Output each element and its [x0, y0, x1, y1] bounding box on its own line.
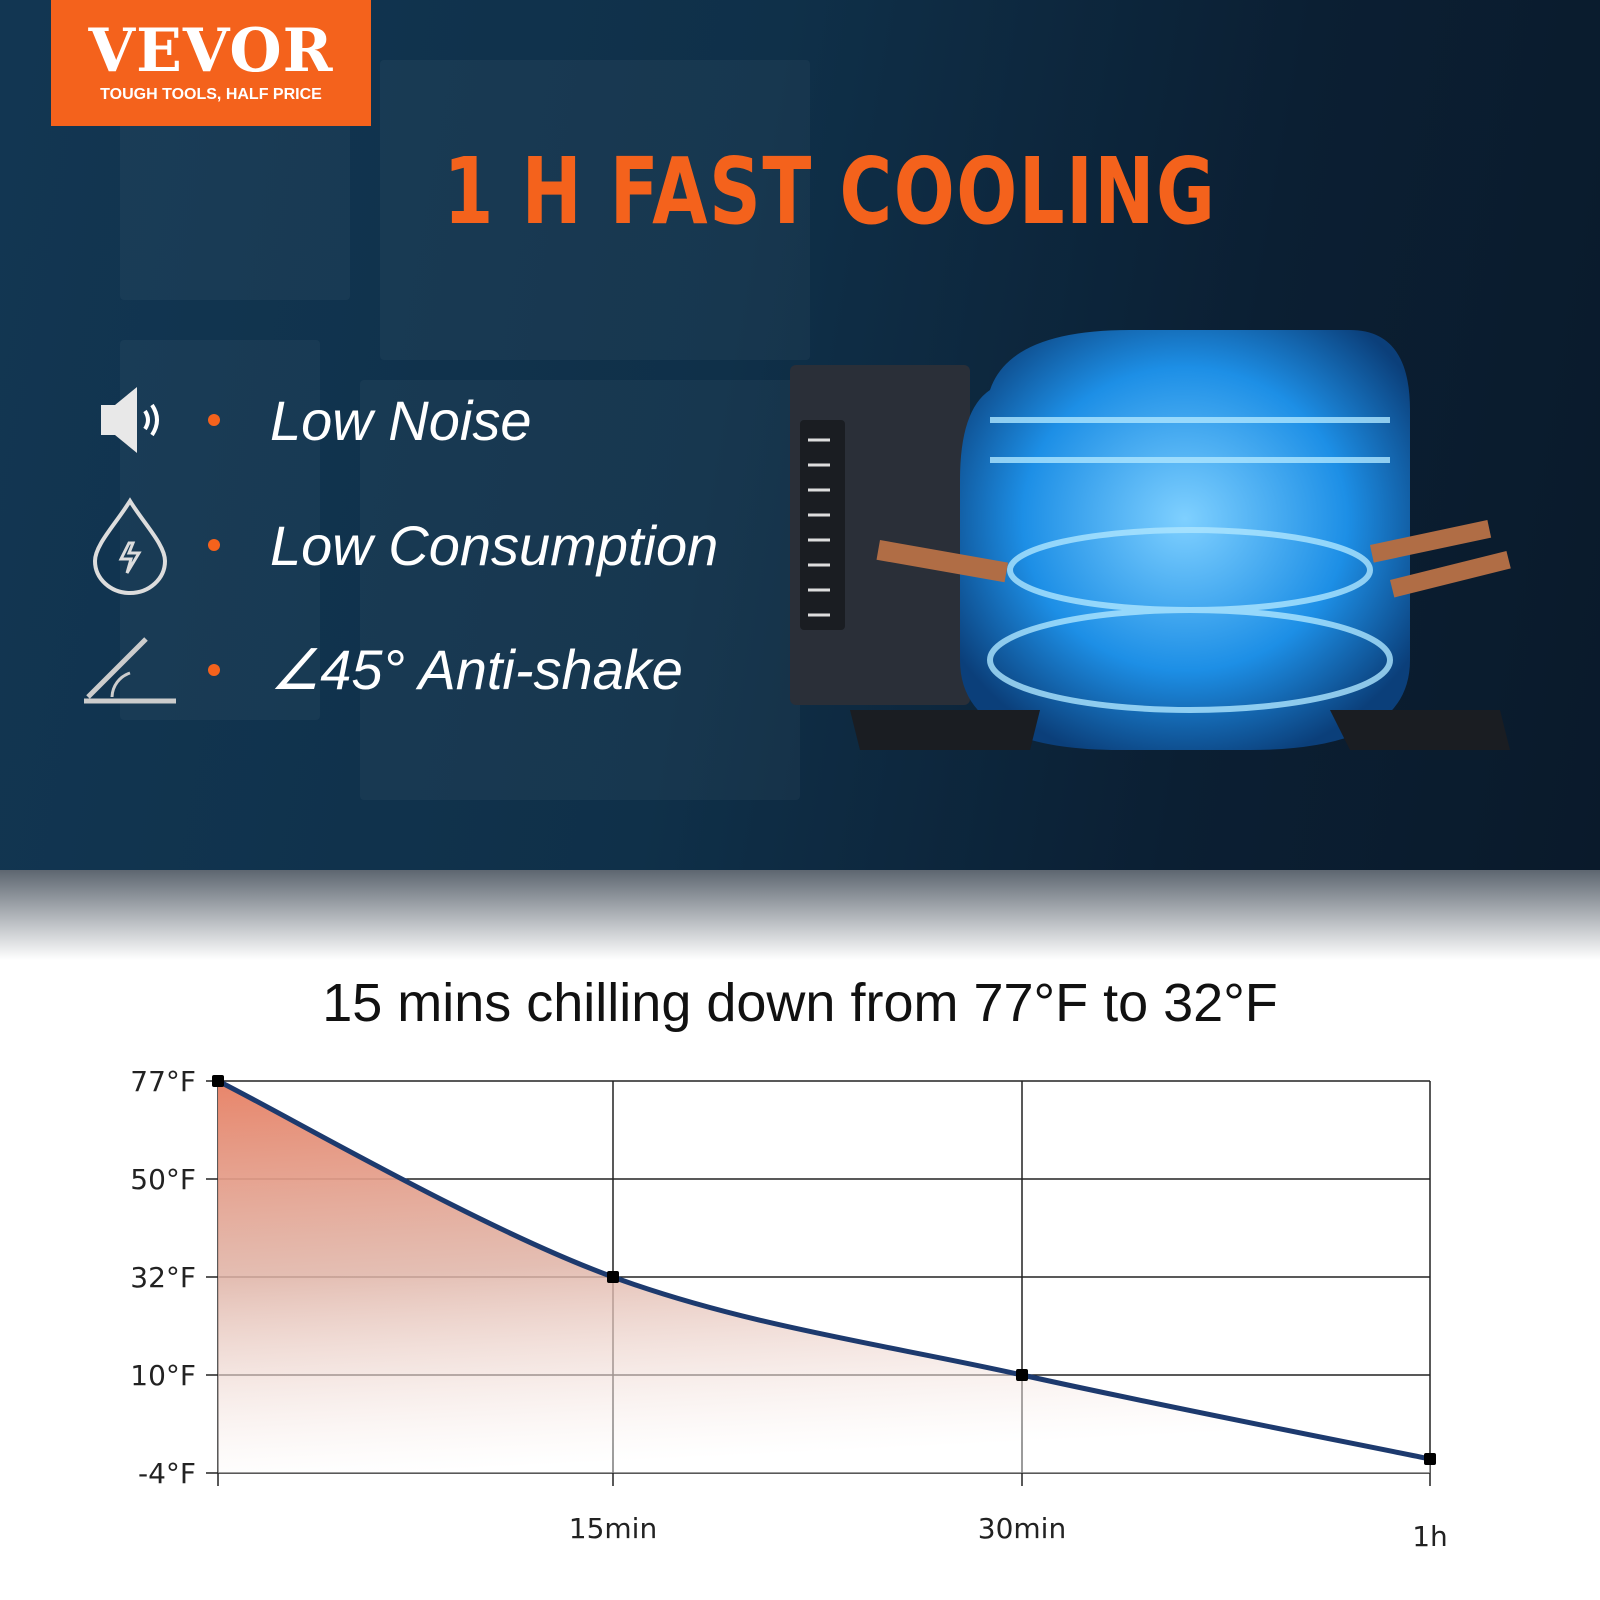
- y-tick-label: 50°F: [130, 1163, 196, 1196]
- energy-drop-icon: [80, 497, 180, 595]
- hero-banner: VEVOR TOUGH TOOLS, HALF PRICE 1 H FAST C…: [0, 0, 1600, 880]
- chart-title: 15 mins chilling down from 77°F to 32°F: [322, 973, 1278, 1033]
- logo-tagline: TOUGH TOOLS, HALF PRICE: [100, 86, 322, 103]
- bullet: [208, 664, 220, 676]
- feature-low-noise: Low Noise: [80, 375, 531, 465]
- x-tick-label: 15min: [569, 1512, 657, 1545]
- data-point: [212, 1075, 224, 1087]
- y-tick-label: 32°F: [130, 1261, 196, 1294]
- y-tick-label: 77°F: [130, 1065, 196, 1098]
- x-tick-label: 1h: [1412, 1520, 1448, 1553]
- feature-label: ∠45° Anti-shake: [270, 638, 683, 701]
- y-tick-label: 10°F: [130, 1359, 196, 1392]
- speaker-icon: [80, 375, 180, 465]
- x-tick-label: 30min: [978, 1512, 1066, 1545]
- section-divider: [0, 870, 1600, 960]
- data-point: [607, 1271, 619, 1283]
- y-tick-label: -4°F: [138, 1457, 196, 1490]
- logo-brand: VEVOR: [88, 16, 334, 86]
- compressor-image: [790, 330, 1511, 750]
- vevor-logo: VEVOR TOUGH TOOLS, HALF PRICE: [51, 0, 371, 126]
- feature-low-consumption: Low Consumption: [80, 497, 719, 595]
- headline: 1 H FAST COOLING: [443, 138, 1217, 245]
- data-point: [1016, 1369, 1028, 1381]
- area-fill: [218, 1081, 1430, 1473]
- feature-label: Low Noise: [270, 388, 532, 452]
- bullet: [208, 539, 220, 551]
- angle-icon: [80, 625, 180, 715]
- data-point: [1424, 1453, 1436, 1465]
- series-line: [216, 1078, 1431, 1462]
- bullet: [208, 414, 220, 426]
- feature-label: Low Consumption: [270, 513, 719, 577]
- feature-anti-shake: ∠45° Anti-shake: [80, 625, 683, 715]
